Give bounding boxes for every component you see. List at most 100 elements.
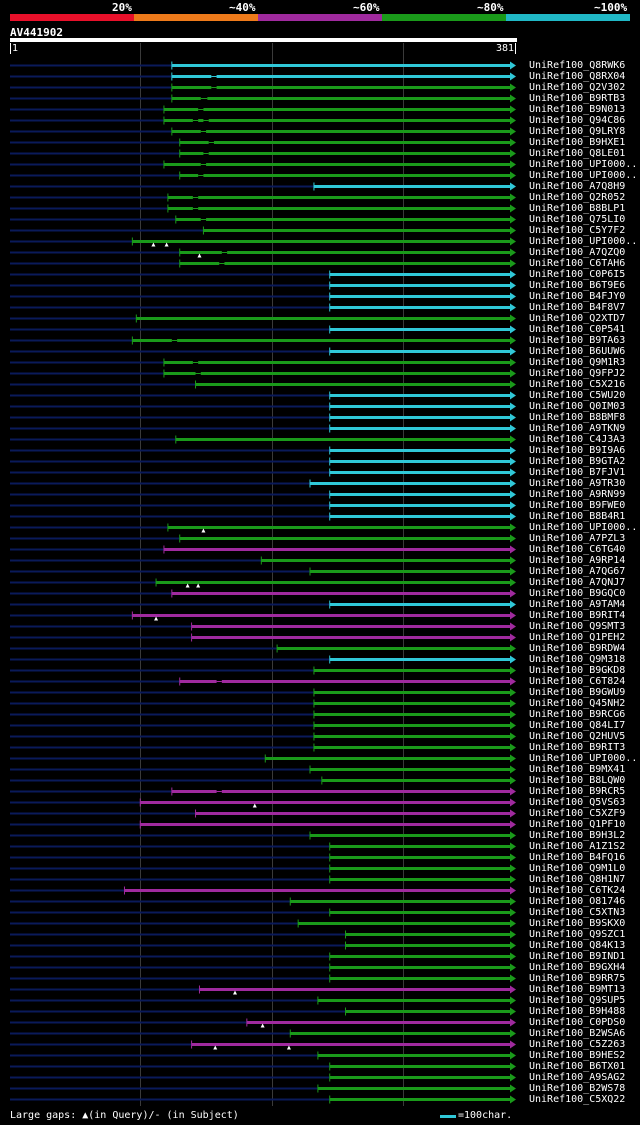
hit-row[interactable] xyxy=(10,710,516,719)
hit-label[interactable]: UniRef100_Q9SZC1 xyxy=(529,929,626,940)
hit-row[interactable] xyxy=(10,72,516,81)
hit-label[interactable]: UniRef100_B4FQ16 xyxy=(529,852,626,863)
hit-label[interactable]: UniRef100_B6T9E6 xyxy=(529,280,626,291)
hit-label[interactable]: UniRef100_Q2XTD7 xyxy=(529,313,626,324)
hit-label[interactable]: UniRef100_Q1PEH2 xyxy=(529,632,626,643)
hit-label[interactable]: UniRef100_Q9SUP5 xyxy=(529,995,626,1006)
hit-label[interactable]: UniRef100_B2WSA6 xyxy=(529,1028,626,1039)
hit-row[interactable] xyxy=(10,941,516,950)
hit-label[interactable]: UniRef100_C6TAH6 xyxy=(529,258,626,269)
hit-row[interactable] xyxy=(10,1029,516,1038)
hit-label[interactable]: UniRef100_B2WS78 xyxy=(529,1083,626,1094)
hit-label[interactable]: UniRef100_Q94C86 xyxy=(529,115,626,126)
hit-row[interactable] xyxy=(10,281,516,290)
hit-label[interactable]: UniRef100_B8BMF8 xyxy=(529,412,626,423)
hit-label[interactable]: UniRef100_Q8RWK6 xyxy=(529,60,626,71)
hit-label[interactable]: UniRef100_B9IND1 xyxy=(529,951,626,962)
hit-row[interactable] xyxy=(10,94,516,103)
hit-row[interactable] xyxy=(10,149,516,158)
hit-label[interactable]: UniRef100_Q9M1L0 xyxy=(529,863,626,874)
hit-label[interactable]: UniRef100_B8BLP1 xyxy=(529,203,626,214)
hit-label[interactable]: UniRef100_UPI000.. xyxy=(529,159,638,170)
hit-row[interactable] xyxy=(10,820,516,829)
hit-row[interactable] xyxy=(10,1062,516,1071)
hit-label[interactable]: UniRef100_Q2HUV5 xyxy=(529,731,626,742)
hit-row[interactable] xyxy=(10,787,516,796)
hit-row[interactable] xyxy=(10,754,516,763)
hit-label[interactable]: UniRef100_B8B4R1 xyxy=(529,511,626,522)
hit-label[interactable]: UniRef100_B9GKD8 xyxy=(529,665,626,676)
hit-label[interactable]: UniRef100_Q84K13 xyxy=(529,940,626,951)
hit-row[interactable] xyxy=(10,853,516,862)
hit-label[interactable]: UniRef100_B9N013 xyxy=(529,104,626,115)
hit-row[interactable] xyxy=(10,655,516,664)
hit-row[interactable] xyxy=(10,369,516,378)
hit-row[interactable] xyxy=(10,303,516,312)
hit-row[interactable] xyxy=(10,61,516,70)
hit-label[interactable]: UniRef100_B9H488 xyxy=(529,1006,626,1017)
hit-label[interactable]: UniRef100_A7QG67 xyxy=(529,566,626,577)
hit-label[interactable]: UniRef100_B9GXH4 xyxy=(529,962,626,973)
hit-row[interactable] xyxy=(10,545,516,554)
hit-row[interactable] xyxy=(10,809,516,818)
hit-label[interactable]: UniRef100_B9RIT4 xyxy=(529,610,626,621)
hit-label[interactable]: UniRef100_Q9M1R3 xyxy=(529,357,626,368)
hit-label[interactable]: UniRef100_C5WU20 xyxy=(529,390,626,401)
hit-label[interactable]: UniRef100_B4F8V7 xyxy=(529,302,626,313)
hit-row[interactable] xyxy=(10,457,516,466)
hit-label[interactable]: UniRef100_A9SAG2 xyxy=(529,1072,626,1083)
hit-row[interactable] xyxy=(10,501,516,510)
hit-row[interactable] xyxy=(10,435,516,444)
hit-label[interactable]: UniRef100_A9RN99 xyxy=(529,489,626,500)
hit-row[interactable] xyxy=(10,567,516,576)
hit-row[interactable] xyxy=(10,424,516,433)
hit-row[interactable] xyxy=(10,765,516,774)
hit-label[interactable]: UniRef100_B9RCR5 xyxy=(529,786,626,797)
hit-row[interactable] xyxy=(10,402,516,411)
hit-row[interactable] xyxy=(10,204,516,213)
hit-row[interactable] xyxy=(10,732,516,741)
hit-row[interactable] xyxy=(10,468,516,477)
hit-label[interactable]: UniRef100_A7QZQ0 xyxy=(529,247,626,258)
hit-row[interactable] xyxy=(10,105,516,114)
hit-row[interactable] xyxy=(10,897,516,906)
hit-row[interactable] xyxy=(10,83,516,92)
hit-label[interactable]: UniRef100_O81746 xyxy=(529,896,626,907)
hit-row[interactable] xyxy=(10,974,516,983)
hit-row[interactable] xyxy=(10,226,516,235)
hit-label[interactable]: UniRef100_C0PDS0 xyxy=(529,1017,626,1028)
hit-label[interactable]: UniRef100_Q0IM03 xyxy=(529,401,626,412)
hit-label[interactable]: UniRef100_B9SKX0 xyxy=(529,918,626,929)
hit-row[interactable] xyxy=(10,127,516,136)
hit-label[interactable]: UniRef100_B9I9A6 xyxy=(529,445,626,456)
hit-row[interactable] xyxy=(10,1051,516,1060)
hit-label[interactable]: UniRef100_Q9SMT3 xyxy=(529,621,626,632)
hit-label[interactable]: UniRef100_B9RCG6 xyxy=(529,709,626,720)
hit-label[interactable]: UniRef100_B6UUW6 xyxy=(529,346,626,357)
hit-row[interactable] xyxy=(10,556,516,565)
hit-label[interactable]: UniRef100_A7QNJ7 xyxy=(529,577,626,588)
hit-row[interactable] xyxy=(10,930,516,939)
hit-label[interactable]: UniRef100_Q8RX04 xyxy=(529,71,626,82)
hit-row[interactable] xyxy=(10,864,516,873)
hit-label[interactable]: UniRef100_UPI000.. xyxy=(529,236,638,247)
hit-row[interactable] xyxy=(10,952,516,961)
hit-row[interactable] xyxy=(10,875,516,884)
hit-label[interactable]: UniRef100_B4FJY0 xyxy=(529,291,626,302)
hit-row[interactable] xyxy=(10,512,516,521)
hit-label[interactable]: UniRef100_Q8LE01 xyxy=(529,148,626,159)
hit-row[interactable] xyxy=(10,380,516,389)
hit-label[interactable]: UniRef100_A7Q8H9 xyxy=(529,181,626,192)
hit-row[interactable] xyxy=(10,633,516,642)
hit-label[interactable]: UniRef100_C5XTN3 xyxy=(529,907,626,918)
hit-row[interactable] xyxy=(10,831,516,840)
hit-row[interactable] xyxy=(10,798,516,808)
hit-row[interactable] xyxy=(10,1073,516,1082)
hit-row[interactable] xyxy=(10,325,516,334)
hit-row[interactable] xyxy=(10,842,516,851)
hit-row[interactable] xyxy=(10,996,516,1005)
hit-row[interactable] xyxy=(10,336,516,345)
hit-row[interactable] xyxy=(10,1084,516,1093)
hit-label[interactable]: UniRef100_Q2R052 xyxy=(529,192,626,203)
hit-label[interactable]: UniRef100_Q9LRY8 xyxy=(529,126,626,137)
